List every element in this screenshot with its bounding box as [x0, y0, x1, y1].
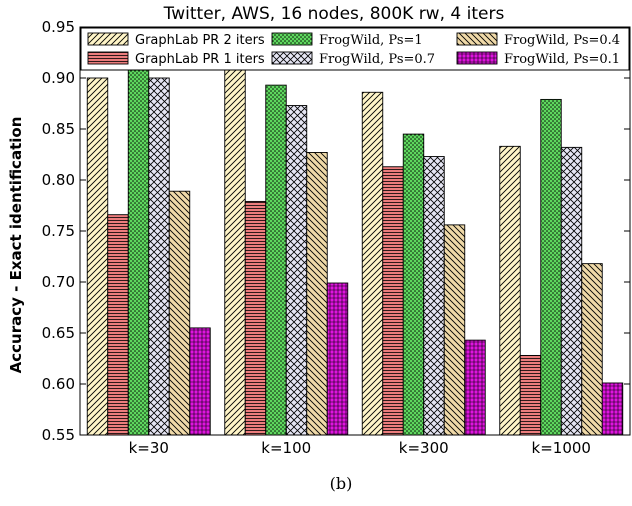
legend-box [80, 27, 630, 71]
bar-series-1-k=30 [86, 77, 109, 436]
bar-group [86, 43, 624, 436]
y-tick-label: 0.85 [42, 120, 75, 138]
bar-series-6-k=300 [464, 339, 486, 436]
bar-series-4-k=300 [423, 156, 445, 436]
bar-series-4-k=30 [148, 77, 170, 436]
bar-series-5-k=100 [306, 152, 328, 436]
bar-series-4-k=100 [285, 105, 308, 436]
y-tick-label: 0.65 [42, 324, 75, 342]
bar-series-3-k=1000 [540, 98, 562, 436]
y-tick-label: 0.80 [42, 171, 75, 189]
bar-series-2-k=1000 [519, 354, 542, 436]
x-tick-label: k=1000 [532, 439, 591, 457]
bar-series-3-k=300 [402, 133, 425, 436]
bar-series-5-k=1000 [581, 263, 603, 436]
y-tick-label: 0.70 [42, 273, 75, 291]
bar-series-6-k=30 [189, 327, 211, 436]
legend-label-5: FrogWild, Ps=0.4 [504, 33, 620, 48]
legend-label-6: FrogWild, Ps=0.1 [504, 52, 620, 67]
bar-series-2-k=300 [382, 166, 404, 436]
legend-swatch-5 [456, 32, 498, 46]
bar-series-5-k=30 [168, 190, 191, 436]
x-tick-label: k=100 [261, 439, 311, 457]
bar-series-1-k=100 [224, 57, 246, 436]
y-tick-label: 0.95 [42, 18, 75, 36]
legend-label-3: FrogWild, Ps=1 [319, 33, 423, 48]
x-tick-label: k=300 [399, 439, 449, 457]
plot-frame [79, 26, 631, 436]
bar-series-4-k=1000 [560, 146, 583, 436]
legend-swatch-4 [271, 51, 313, 65]
figure-caption: (b) [330, 474, 353, 493]
y-axis-ticks: 0.55 0.60 0.65 0.70 0.75 0.80 0.85 0.90 0.95 [42, 18, 630, 444]
x-axis-ticks: k=30 k=100 k=300 k=1000 [129, 429, 591, 457]
legend: GraphLab PR 2 iters GraphLab PR 1 iters Fr… [80, 27, 630, 71]
y-tick-label: 0.55 [42, 426, 75, 444]
legend-label-4: FrogWild, Ps=0.7 [319, 52, 435, 67]
y-tick-label: 0.75 [42, 222, 75, 240]
bar-series-6-k=1000 [601, 382, 624, 436]
x-tick-label: k=30 [129, 439, 169, 457]
legend-swatch-2 [87, 51, 129, 65]
legend-label-2: GraphLab PR 1 iters [135, 52, 265, 67]
y-axis-label: Accuracy - Exact identification [7, 117, 25, 374]
bar-series-1-k=300 [361, 91, 384, 436]
y-tick-label: 0.90 [42, 69, 75, 87]
bar-series-3-k=100 [265, 84, 287, 436]
chart-title: Twitter, AWS, 16 nodes, 800K rw, 4 iters [163, 4, 505, 24]
bar-series-2-k=100 [244, 200, 267, 436]
bar-series-3-k=30 [127, 43, 150, 436]
bar-series-6-k=100 [326, 282, 349, 436]
bar-series-5-k=300 [443, 224, 466, 436]
y-tick-label: 0.60 [42, 375, 75, 393]
legend-swatch-3 [271, 32, 313, 46]
legend-swatch-6 [456, 51, 498, 65]
legend-label-1: GraphLab PR 2 iters [135, 33, 265, 48]
legend-swatch-1 [87, 32, 129, 46]
bar-series-1-k=1000 [499, 145, 521, 436]
bar-series-2-k=30 [107, 214, 129, 436]
